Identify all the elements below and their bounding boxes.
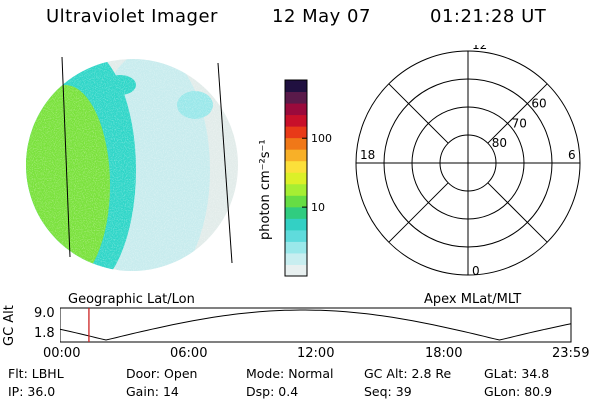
info-flt-label: Flt: <box>8 366 28 381</box>
meridian-line-right <box>217 62 233 264</box>
info-ip-value: 36.0 <box>27 384 56 399</box>
mlt-label: 0 <box>472 264 480 278</box>
mlt-spoke <box>487 83 548 144</box>
info-gain-value: 14 <box>162 384 179 399</box>
meridian-line-left <box>61 56 71 258</box>
info-door-label: Door: <box>126 366 161 381</box>
info-gc-alt-value: 2.8 Re <box>411 366 452 381</box>
colorbar-cell <box>285 183 307 196</box>
info-gc-alt: GC Alt: 2.8 Re <box>364 366 451 381</box>
altitude-timeline <box>60 307 572 343</box>
info-seq-value: 39 <box>395 384 412 399</box>
mlt-spoke <box>487 182 548 243</box>
info-mode-label: Mode: <box>246 366 285 381</box>
colorbar-cell <box>285 160 307 173</box>
instrument-title: Ultraviolet Imager <box>46 6 218 27</box>
colorbar-cell <box>285 264 307 277</box>
x-tick-0000: 00:00 <box>43 346 81 361</box>
mlt-label: 6 <box>568 148 576 162</box>
mlt-spoke <box>388 182 449 243</box>
colorbar-cell <box>285 126 307 139</box>
info-mode-value: Normal <box>288 366 334 381</box>
colorbar-tick-label: 10 <box>311 201 325 214</box>
colorbar-cell <box>285 218 307 231</box>
colorbar-tick-label: 100 <box>311 132 332 145</box>
colorbar-cell <box>285 252 307 265</box>
latitude-label: 60 <box>531 97 546 111</box>
colorbar-cell <box>285 172 307 185</box>
gc-alt-axis-title: GC Alt <box>2 305 17 346</box>
info-mode: Mode: Normal <box>246 366 334 381</box>
info-glat-label: GLat: <box>484 366 518 381</box>
info-glon-label: GLon: <box>484 384 521 399</box>
colorbar-cell <box>285 241 307 254</box>
info-flt-value: LBHL <box>31 366 64 381</box>
x-tick-1200: 12:00 <box>297 346 335 361</box>
info-glon: GLon: 80.9 <box>484 384 552 399</box>
y-tick-top: 9.0 <box>34 306 55 321</box>
colorbar-cell <box>285 137 307 150</box>
colorbar-cell <box>285 149 307 162</box>
date-label: 12 May 07 <box>272 6 371 27</box>
colorbar-cell <box>285 229 307 242</box>
info-gain-label: Gain: <box>126 384 159 399</box>
colorbar-cell <box>285 195 307 208</box>
colorbar-cell <box>285 91 307 104</box>
mlt-label: 12 <box>472 45 487 52</box>
info-seq-label: Seq: <box>364 384 392 399</box>
info-door: Door: Open <box>126 366 197 381</box>
x-tick-1800: 18:00 <box>425 346 463 361</box>
colorbar-cell <box>285 80 307 93</box>
info-flt: Flt: LBHL <box>8 366 64 381</box>
geographic-lat-lon-label: Geographic Lat/Lon <box>68 292 195 307</box>
colorbar-unit-label: photon cm⁻²s⁻¹ <box>258 139 273 240</box>
x-tick-0600: 06:00 <box>170 346 208 361</box>
info-glat-value: 34.8 <box>521 366 550 381</box>
info-ip: IP: 36.0 <box>8 384 55 399</box>
colorbar-cell <box>285 114 307 127</box>
info-gain: Gain: 14 <box>126 384 179 399</box>
info-dsp-value: 0.4 <box>278 384 299 399</box>
uv-image-panel <box>26 56 238 271</box>
info-ip-label: IP: <box>8 384 24 399</box>
info-seq: Seq: 39 <box>364 384 412 399</box>
info-glat: GLat: 34.8 <box>484 366 549 381</box>
colorbar: 10 100 <box>284 79 332 277</box>
colorbar-cell <box>285 103 307 116</box>
latitude-label: 80 <box>492 136 507 150</box>
time-label: 01:21:28 UT <box>430 6 547 27</box>
x-tick-2359: 23:59 <box>552 346 590 361</box>
uv-emission-disc <box>26 59 238 271</box>
y-tick-bottom: 1.8 <box>34 326 55 341</box>
info-gc-alt-label: GC Alt: <box>364 366 408 381</box>
colorbar-cell <box>285 206 307 219</box>
latitude-label: 70 <box>512 116 527 130</box>
mlt-label: 18 <box>360 148 375 162</box>
info-door-value: Open <box>164 366 198 381</box>
mlt-spoke <box>388 83 449 144</box>
info-dsp: Dsp: 0.4 <box>246 384 298 399</box>
apex-mlat-mlt-label: Apex MLat/MLT <box>424 292 522 307</box>
info-dsp-label: Dsp: <box>246 384 275 399</box>
info-glon-value: 80.9 <box>524 384 553 399</box>
